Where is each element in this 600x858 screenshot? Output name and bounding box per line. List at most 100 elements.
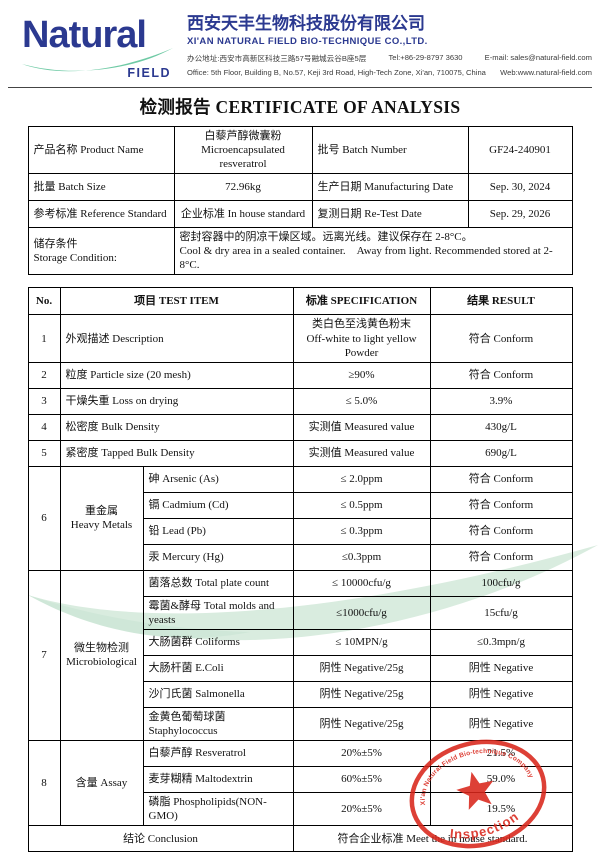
logo-wordmark: Natural bbox=[22, 14, 147, 56]
col-header-spec: 标准 SPECIFICATION bbox=[292, 287, 431, 316]
row-no: 8 bbox=[27, 740, 61, 827]
test-results-table: No. 项目 TEST ITEM 标准 SPECIFICATION 结果 RES… bbox=[27, 287, 573, 853]
table-row: 储存条件 Storage Condition: 密封容器中的阴凉干燥区域。远离光… bbox=[27, 227, 573, 276]
specification: 20%±5% bbox=[292, 740, 431, 768]
result: 21.5% bbox=[429, 740, 573, 768]
test-item: 外观描述 Description bbox=[59, 314, 294, 363]
table-row: 4 松密度 Bulk Density 实测值 Measured value 43… bbox=[27, 413, 573, 441]
product-info-table: 产品名称 Product Name 白藜芦醇微囊粉 Microencapsula… bbox=[27, 125, 573, 276]
table-row: 批量 Batch Size 72.96kg 生产日期 Manufacturing… bbox=[27, 173, 573, 202]
email-address: E-mail: sales@natural-field.com bbox=[484, 52, 592, 62]
specification: ≤ 10000cfu/g bbox=[292, 569, 431, 597]
retest-date-value: Sep. 29, 2026 bbox=[467, 200, 573, 229]
contact-line-2: Office: 5th Floor, Building B, No.57, Ke… bbox=[187, 68, 592, 77]
result: 符合 Conform bbox=[429, 361, 573, 389]
reference-standard-label: 参考标准 Reference Standard bbox=[27, 200, 175, 229]
specification: ≤ 10MPN/g bbox=[292, 628, 431, 656]
logo-swoosh-icon bbox=[22, 48, 173, 72]
test-item: 松密度 Bulk Density bbox=[59, 413, 294, 441]
col-header-no: No. bbox=[27, 287, 61, 316]
office-address-cn: 办公地址:西安市高新区科技三路57号融城云谷B座5层 bbox=[187, 53, 367, 63]
row-no: 7 bbox=[27, 569, 61, 742]
table-row: 2 粒度 Particle size (20 mesh) ≥90% 符合 Con… bbox=[27, 361, 573, 389]
row-no: 6 bbox=[27, 465, 61, 571]
header: Natural FIELD 西安天丰生物科技股份有限公司 XI'AN NATUR… bbox=[0, 0, 600, 80]
specification: 阴性 Negative/25g bbox=[292, 654, 431, 682]
specification: ≤ 0.3ppm bbox=[292, 517, 431, 545]
specification: 类白色至浅黄色粉末 Off-white to light yellow Powd… bbox=[292, 314, 431, 363]
table-row: 沙门氏菌 Salmonella 阴性 Negative/25g 阴性 Negat… bbox=[28, 680, 573, 708]
table-row: 5 紧密度 Tapped Bulk Density 实测值 Measured v… bbox=[27, 439, 573, 467]
batch-number-label: 批号 Batch Number bbox=[311, 125, 469, 175]
test-item: 沙门氏菌 Salmonella bbox=[142, 680, 294, 708]
result: 阴性 Negative bbox=[429, 680, 573, 708]
table-row: 7 微生物检测 Microbiological 菌落总数 Total plate… bbox=[27, 569, 573, 742]
table-row: 铅 Lead (Pb) ≤ 0.3ppm 符合 Conform bbox=[28, 517, 573, 545]
storage-label-en: Storage Condition: bbox=[33, 252, 117, 265]
group-name-microbiological: 微生物检测 Microbiological bbox=[59, 569, 144, 742]
test-item: 大肠菌群 Coliforms bbox=[142, 628, 294, 656]
table-row: 8 含量 Assay 白藜芦醇 Resveratrol 20%±5% 21.5% bbox=[27, 740, 573, 827]
col-header-item: 项目 TEST ITEM bbox=[59, 287, 294, 316]
test-item: 大肠杆菌 E.Coli bbox=[142, 654, 294, 682]
test-item: 霉菌&酵母 Total molds and yeasts bbox=[142, 595, 294, 630]
table-row: 3 干燥失重 Loss on drying ≤ 5.0% 3.9% bbox=[27, 387, 573, 415]
table-row: 大肠杆菌 E.Coli 阴性 Negative/25g 阴性 Negative bbox=[28, 654, 573, 682]
row-no: 3 bbox=[27, 387, 61, 415]
row-no: 5 bbox=[27, 439, 61, 467]
retest-date-label: 复测日期 Re-Test Date bbox=[311, 200, 469, 229]
table-row: 6 重金属 Heavy Metals 砷 Arsenic (As) ≤ 2.0p… bbox=[27, 465, 573, 571]
row-no: 1 bbox=[27, 314, 61, 363]
group-name-cn: 重金属 bbox=[85, 505, 118, 518]
spec-cn: 类白色至浅黄色粉末 bbox=[312, 318, 411, 331]
product-name-label: 产品名称 Product Name bbox=[27, 125, 175, 175]
conclusion-label: 结论 Conclusion bbox=[27, 825, 294, 853]
test-item: 麦芽糊精 Maltodextrin bbox=[142, 766, 294, 794]
result: 符合 Conform bbox=[429, 543, 573, 571]
storage-condition-value: 密封容器中的阴凉干燥区域。远离光线。建议保存在 2-8°C。 Cool & dr… bbox=[173, 227, 573, 276]
company-info: 西安天丰生物科技股份有限公司 XI'AN NATURAL FIELD BIO-T… bbox=[187, 14, 592, 77]
result: 19.5% bbox=[429, 792, 573, 827]
specification: ≤ 2.0ppm bbox=[292, 465, 431, 493]
specification: 阴性 Negative/25g bbox=[292, 680, 431, 708]
batch-size-value: 72.96kg bbox=[173, 173, 313, 202]
specification: 阴性 Negative/25g bbox=[292, 706, 431, 742]
test-item: 紧密度 Tapped Bulk Density bbox=[59, 439, 294, 467]
batch-number-value: GF24-240901 bbox=[467, 125, 573, 175]
header-divider bbox=[8, 87, 592, 88]
group-name-en: Microbiological bbox=[66, 656, 137, 669]
phone-number: Tel:+86-29-8797 3630 bbox=[388, 52, 463, 62]
storage-condition-label: 储存条件 Storage Condition: bbox=[27, 227, 175, 276]
result: 符合 Conform bbox=[429, 465, 573, 493]
reference-standard-value: 企业标准 In house standard bbox=[173, 200, 313, 229]
test-item: 镉 Cadmium (Cd) bbox=[142, 491, 294, 519]
company-name-cn: 西安天丰生物科技股份有限公司 bbox=[187, 14, 425, 33]
group-name-cn: 微生物检测 bbox=[74, 642, 129, 655]
table-row: 参考标准 Reference Standard 企业标准 In house st… bbox=[27, 200, 573, 229]
specification: 60%±5% bbox=[292, 766, 431, 794]
company-name-en: XI'AN NATURAL FIELD BIO-TECHNIQUE CO.,LT… bbox=[187, 35, 428, 47]
row-no: 4 bbox=[27, 413, 61, 441]
manufacturing-date-value: Sep. 30, 2024 bbox=[467, 173, 573, 202]
product-name-en: Microencapsulated resveratrol bbox=[201, 144, 285, 171]
specification: ≤1000cfu/g bbox=[292, 595, 431, 630]
specification: ≤ 0.5ppm bbox=[292, 491, 431, 519]
result: 430g/L bbox=[429, 413, 573, 441]
specification: ≤0.3ppm bbox=[292, 543, 431, 571]
test-item: 干燥失重 Loss on drying bbox=[59, 387, 294, 415]
specification: 20%±5% bbox=[292, 792, 431, 827]
product-name-value: 白藜芦醇微囊粉 Microencapsulated resveratrol bbox=[173, 125, 313, 175]
result: 符合 Conform bbox=[429, 491, 573, 519]
group-name-en: Heavy Metals bbox=[70, 519, 133, 532]
office-address-en: Office: 5th Floor, Building B, No.57, Ke… bbox=[187, 67, 486, 77]
group-name-heavy-metals: 重金属 Heavy Metals bbox=[59, 465, 144, 571]
spec-en: Off-white to light yellow Powder bbox=[306, 332, 417, 359]
logo-field-label: FIELD bbox=[127, 66, 171, 80]
test-item: 金黄色葡萄球菌 Staphylococcus bbox=[142, 706, 294, 742]
storage-value-cn: 密封容器中的阴凉干燥区域。远离光线。建议保存在 2-8°C。 bbox=[179, 231, 473, 244]
storage-value-en: Cool & dry area in a sealed container. A… bbox=[179, 245, 553, 272]
product-name-cn: 白藜芦醇微囊粉 bbox=[204, 130, 282, 142]
table-header-row: No. 项目 TEST ITEM 标准 SPECIFICATION 结果 RES… bbox=[27, 287, 573, 316]
group-name-assay: 含量 Assay bbox=[59, 740, 144, 827]
